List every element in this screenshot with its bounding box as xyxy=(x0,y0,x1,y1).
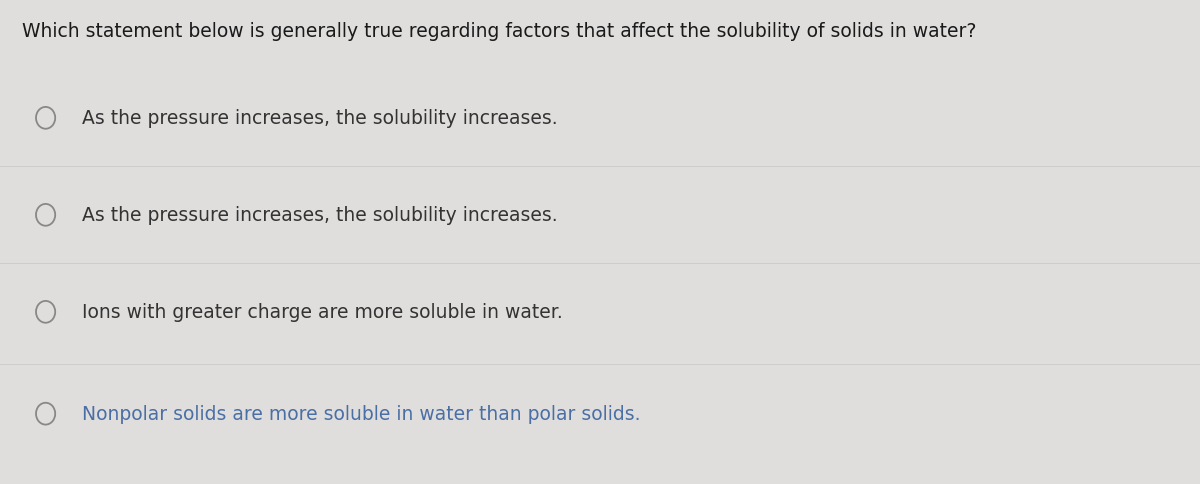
Text: Nonpolar solids are more soluble in water than polar solids.: Nonpolar solids are more soluble in wate… xyxy=(82,404,640,424)
Text: As the pressure increases, the solubility increases.: As the pressure increases, the solubilit… xyxy=(82,206,557,225)
Text: Which statement below is generally true regarding factors that affect the solubi: Which statement below is generally true … xyxy=(22,22,976,41)
Text: As the pressure increases, the solubility increases.: As the pressure increases, the solubilit… xyxy=(82,109,557,128)
Text: Ions with greater charge are more soluble in water.: Ions with greater charge are more solubl… xyxy=(82,302,563,322)
